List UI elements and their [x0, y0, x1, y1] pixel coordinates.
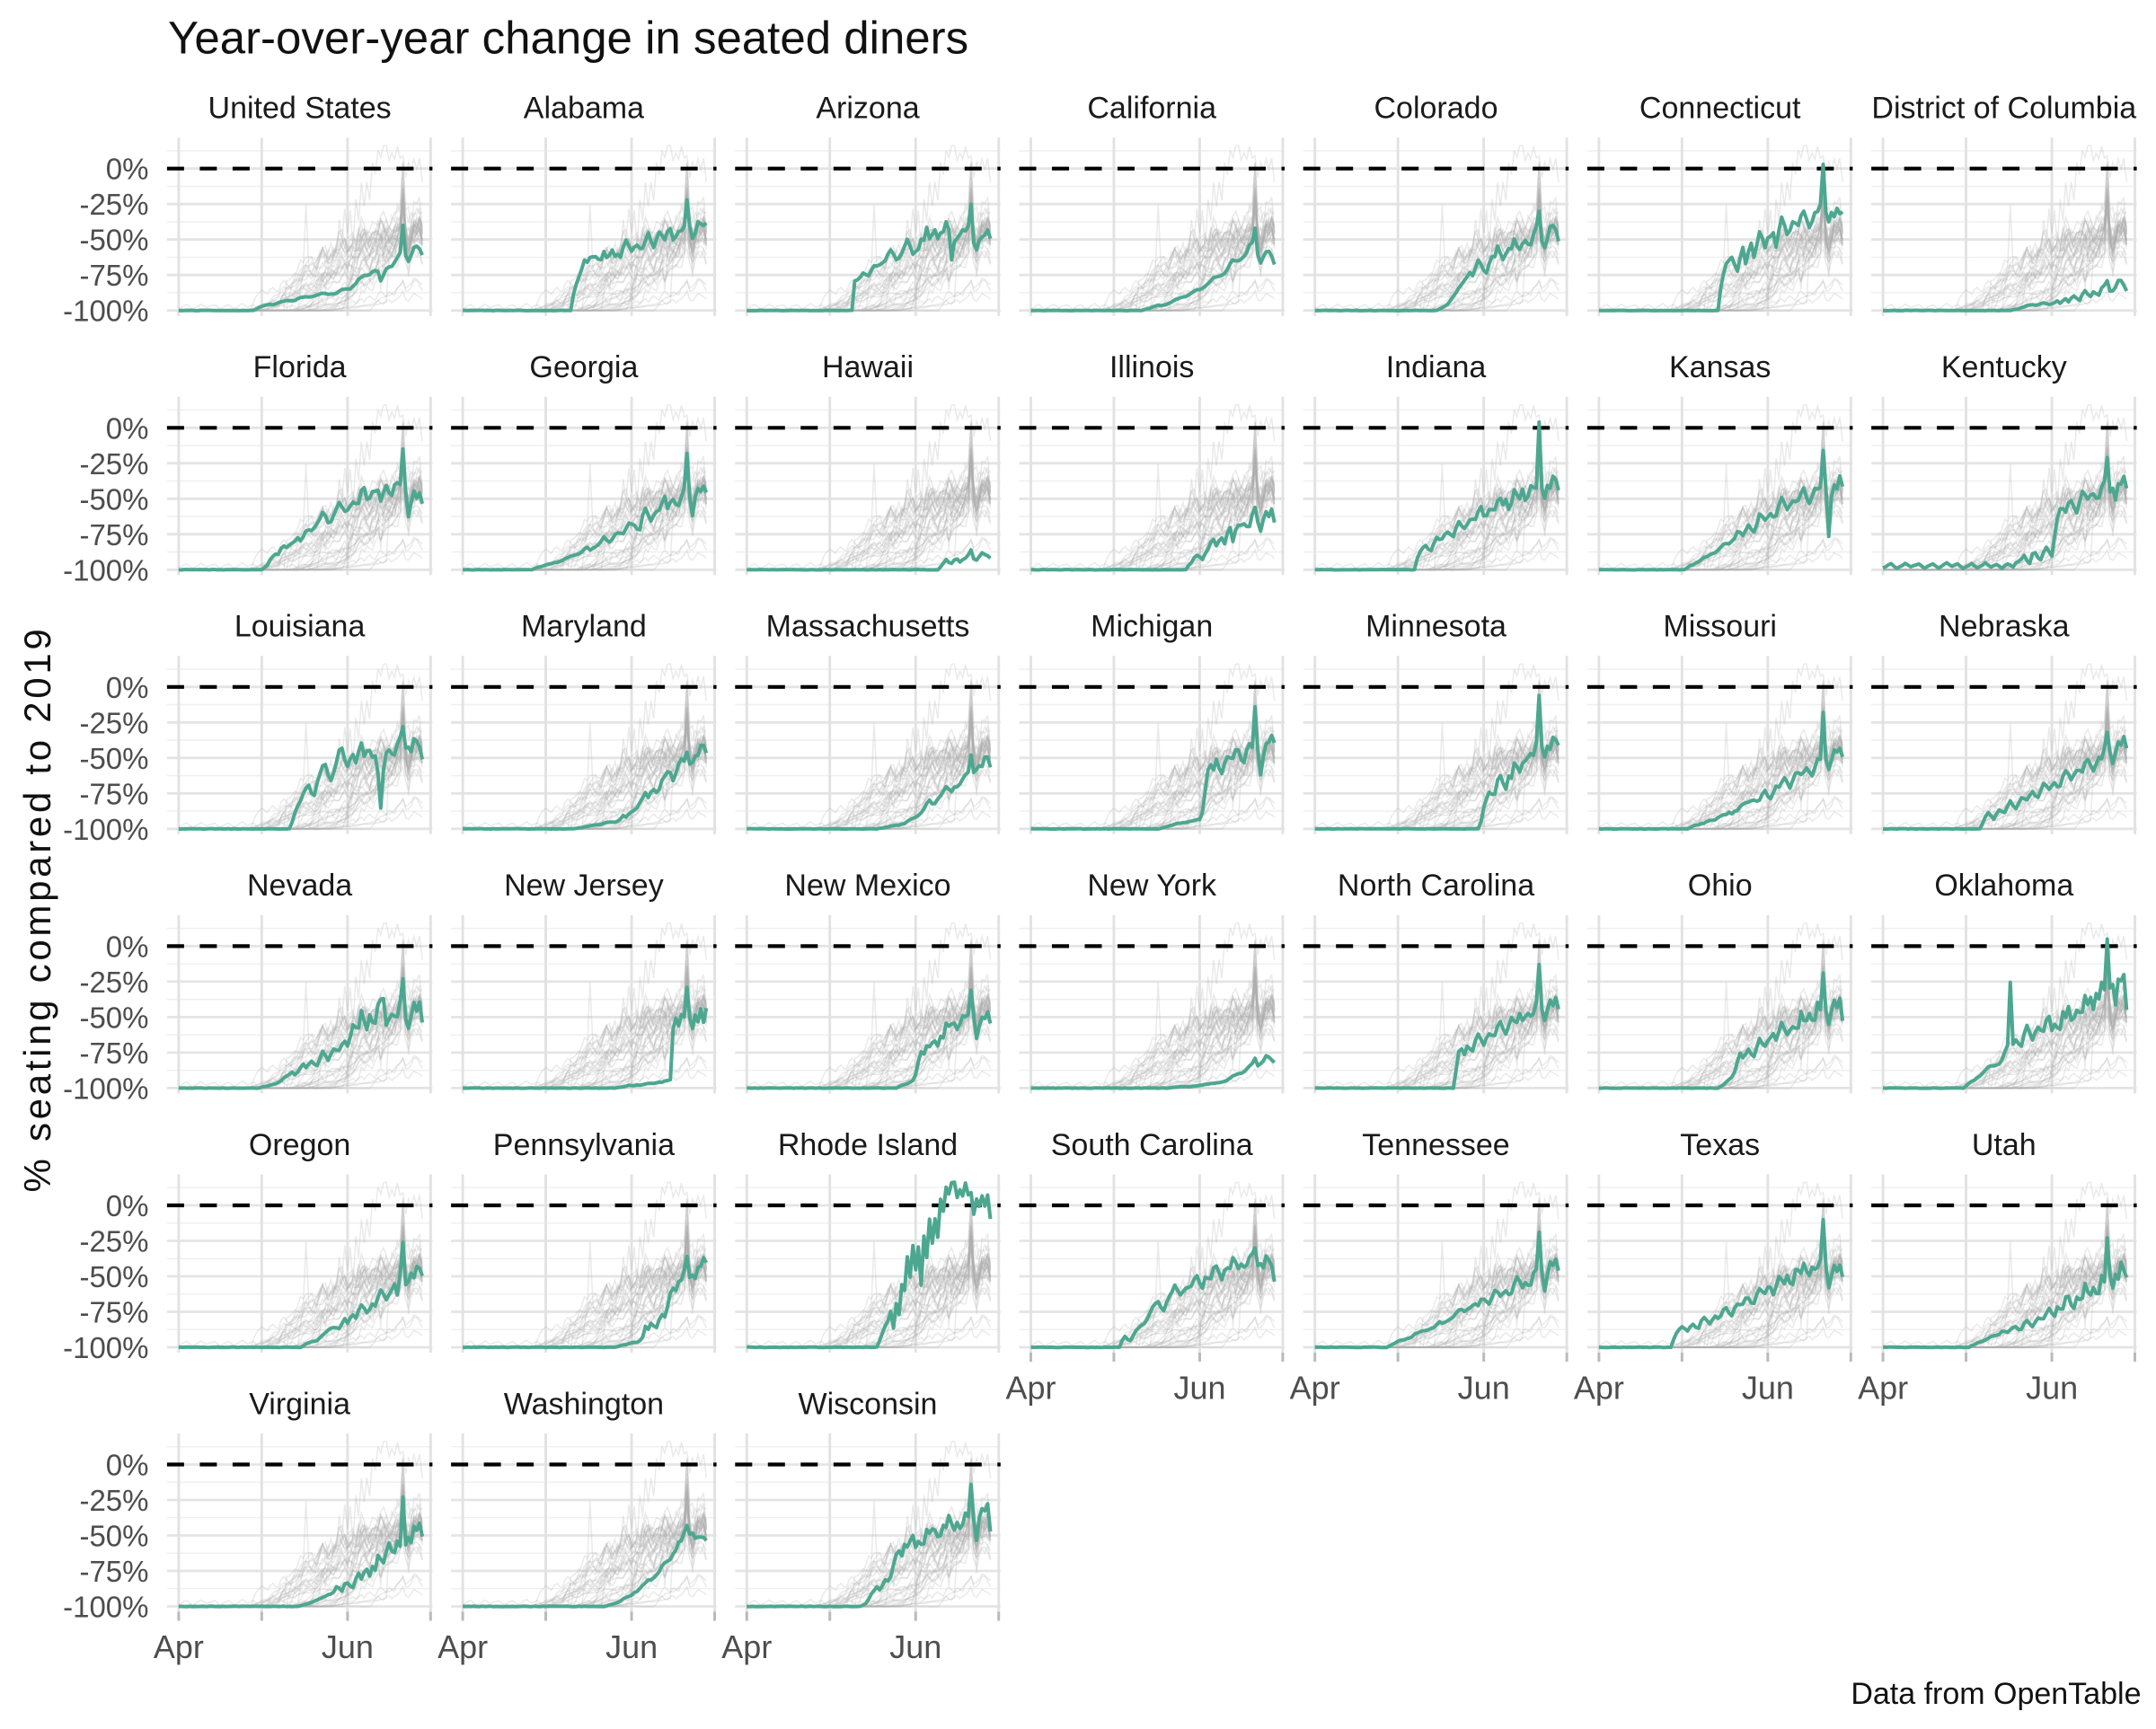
svg-text:-75%: -75%: [79, 518, 148, 551]
svg-text:Texas: Texas: [1680, 1128, 1760, 1162]
svg-text:North Carolina: North Carolina: [1338, 869, 1534, 903]
svg-text:Virginia: Virginia: [249, 1387, 350, 1421]
svg-text:0%: 0%: [106, 1189, 149, 1222]
svg-text:Kentucky: Kentucky: [1941, 350, 2067, 384]
svg-text:-25%: -25%: [79, 447, 148, 481]
svg-text:Connecticut: Connecticut: [1639, 92, 1801, 126]
svg-text:-25%: -25%: [79, 1225, 148, 1258]
svg-text:New York: New York: [1087, 869, 1217, 903]
svg-text:-100%: -100%: [63, 295, 148, 328]
svg-text:Tennessee: Tennessee: [1362, 1128, 1509, 1162]
svg-text:Colorado: Colorado: [1374, 92, 1498, 126]
svg-text:Illinois: Illinois: [1109, 350, 1194, 384]
svg-text:-25%: -25%: [79, 188, 148, 221]
svg-text:South Carolina: South Carolina: [1051, 1128, 1253, 1162]
svg-text:Jun: Jun: [1173, 1370, 1225, 1407]
svg-text:Wisconsin: Wisconsin: [799, 1387, 938, 1421]
svg-text:-75%: -75%: [79, 1037, 148, 1070]
svg-text:Minnesota: Minnesota: [1365, 610, 1507, 644]
svg-text:-75%: -75%: [79, 1296, 148, 1329]
svg-text:Apr: Apr: [721, 1628, 772, 1665]
svg-text:-100%: -100%: [63, 553, 148, 587]
svg-text:-25%: -25%: [79, 1484, 148, 1517]
svg-text:-100%: -100%: [63, 1591, 148, 1624]
svg-text:Pennsylvania: Pennsylvania: [493, 1128, 675, 1162]
svg-text:0%: 0%: [106, 1449, 149, 1482]
svg-text:-75%: -75%: [79, 1555, 148, 1588]
svg-text:Florida: Florida: [253, 350, 347, 384]
svg-text:-25%: -25%: [79, 966, 148, 999]
svg-text:-100%: -100%: [63, 1331, 148, 1364]
svg-text:Jun: Jun: [1458, 1370, 1510, 1407]
svg-text:Hawaii: Hawaii: [822, 350, 914, 384]
svg-text:Georgia: Georgia: [529, 350, 638, 384]
svg-text:Jun: Jun: [889, 1628, 941, 1665]
svg-text:Jun: Jun: [322, 1628, 374, 1665]
svg-text:Jun: Jun: [1742, 1370, 1794, 1407]
svg-text:Year-over-year change in seate: Year-over-year change in seated diners: [168, 13, 968, 64]
svg-text:Oklahoma: Oklahoma: [1934, 869, 2073, 903]
svg-text:Utah: Utah: [1972, 1128, 2037, 1162]
svg-text:Apr: Apr: [1858, 1370, 1908, 1407]
svg-text:Apr: Apr: [1290, 1370, 1340, 1407]
svg-text:-100%: -100%: [63, 1072, 148, 1105]
svg-text:Michigan: Michigan: [1091, 610, 1213, 644]
svg-text:Arizona: Arizona: [816, 92, 919, 126]
svg-text:Missouri: Missouri: [1663, 610, 1777, 644]
svg-text:Maryland: Maryland: [521, 610, 647, 644]
svg-text:Data from OpenTable: Data from OpenTable: [1851, 1677, 2141, 1711]
svg-text:Nevada: Nevada: [247, 869, 352, 903]
svg-text:-50%: -50%: [79, 224, 148, 257]
svg-text:United States: United States: [208, 92, 392, 126]
svg-text:Alabama: Alabama: [524, 92, 644, 126]
svg-text:Apr: Apr: [437, 1628, 488, 1665]
svg-text:Nebraska: Nebraska: [1939, 610, 2070, 644]
svg-text:Jun: Jun: [605, 1628, 658, 1665]
svg-text:Washington: Washington: [504, 1387, 664, 1421]
svg-text:Apr: Apr: [1005, 1370, 1056, 1407]
svg-text:-50%: -50%: [79, 742, 148, 775]
svg-text:-50%: -50%: [79, 1260, 148, 1293]
svg-text:Ohio: Ohio: [1688, 869, 1753, 903]
svg-text:Indiana: Indiana: [1386, 350, 1487, 384]
svg-text:% seating compared to 2019: % seating compared to 2019: [16, 626, 58, 1193]
svg-text:Apr: Apr: [154, 1628, 204, 1665]
svg-text:-50%: -50%: [79, 1520, 148, 1553]
svg-text:District of Columbia: District of Columbia: [1871, 92, 2136, 126]
svg-text:Louisiana: Louisiana: [234, 610, 366, 644]
svg-text:California: California: [1087, 92, 1216, 126]
svg-text:Apr: Apr: [1574, 1370, 1624, 1407]
svg-text:Oregon: Oregon: [249, 1128, 350, 1162]
svg-text:Rhode Island: Rhode Island: [778, 1128, 958, 1162]
svg-text:-75%: -75%: [79, 259, 148, 292]
svg-text:-75%: -75%: [79, 777, 148, 810]
svg-text:New Mexico: New Mexico: [784, 869, 950, 903]
svg-text:Massachusetts: Massachusetts: [766, 610, 970, 644]
svg-text:-50%: -50%: [79, 1001, 148, 1034]
svg-text:-50%: -50%: [79, 482, 148, 516]
svg-text:0%: 0%: [106, 671, 149, 704]
svg-text:0%: 0%: [106, 153, 149, 186]
svg-text:Kansas: Kansas: [1669, 350, 1771, 384]
svg-text:-25%: -25%: [79, 706, 148, 739]
svg-text:-100%: -100%: [63, 813, 148, 846]
svg-text:Jun: Jun: [2026, 1370, 2078, 1407]
svg-text:New Jersey: New Jersey: [504, 869, 664, 903]
svg-text:0%: 0%: [106, 411, 149, 445]
svg-text:0%: 0%: [106, 930, 149, 963]
